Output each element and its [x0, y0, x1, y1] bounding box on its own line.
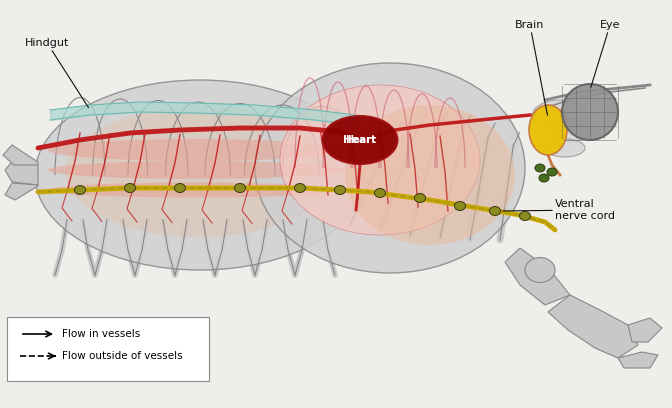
Polygon shape: [505, 248, 570, 305]
Ellipse shape: [294, 184, 306, 193]
FancyBboxPatch shape: [7, 317, 209, 381]
Ellipse shape: [547, 168, 557, 176]
Ellipse shape: [454, 202, 466, 211]
Ellipse shape: [255, 63, 525, 273]
Ellipse shape: [75, 186, 85, 195]
Ellipse shape: [548, 119, 593, 141]
Ellipse shape: [280, 85, 480, 235]
Text: Flow in vessels: Flow in vessels: [62, 329, 140, 339]
Ellipse shape: [415, 193, 425, 202]
Ellipse shape: [345, 105, 515, 245]
Ellipse shape: [374, 188, 386, 197]
Ellipse shape: [48, 182, 343, 197]
Ellipse shape: [65, 107, 335, 237]
Polygon shape: [5, 183, 38, 200]
Text: Heart: Heart: [343, 135, 376, 145]
Ellipse shape: [539, 174, 549, 182]
Ellipse shape: [335, 186, 345, 195]
Ellipse shape: [48, 139, 343, 161]
Ellipse shape: [562, 84, 618, 140]
Ellipse shape: [529, 105, 567, 155]
Ellipse shape: [545, 139, 585, 157]
Text: Heart: Heart: [345, 135, 376, 145]
Ellipse shape: [35, 80, 365, 270]
Polygon shape: [3, 145, 38, 165]
Ellipse shape: [323, 116, 398, 164]
Text: Eye: Eye: [591, 20, 620, 87]
Ellipse shape: [175, 184, 185, 193]
Ellipse shape: [235, 184, 245, 193]
Text: paragraphica: paragraphica: [107, 188, 253, 252]
Ellipse shape: [532, 100, 587, 130]
Ellipse shape: [535, 164, 545, 172]
Polygon shape: [5, 158, 38, 185]
Ellipse shape: [525, 257, 555, 282]
Polygon shape: [628, 318, 662, 342]
Polygon shape: [618, 352, 658, 368]
Ellipse shape: [519, 211, 530, 220]
Polygon shape: [548, 295, 638, 358]
Text: Flow outside of vessels: Flow outside of vessels: [62, 351, 183, 361]
Ellipse shape: [124, 184, 136, 193]
Text: Ventral
nerve cord: Ventral nerve cord: [503, 199, 615, 221]
Text: Brain: Brain: [515, 20, 548, 115]
Ellipse shape: [48, 161, 343, 179]
Text: Hindgut: Hindgut: [25, 38, 89, 108]
Ellipse shape: [489, 206, 501, 215]
